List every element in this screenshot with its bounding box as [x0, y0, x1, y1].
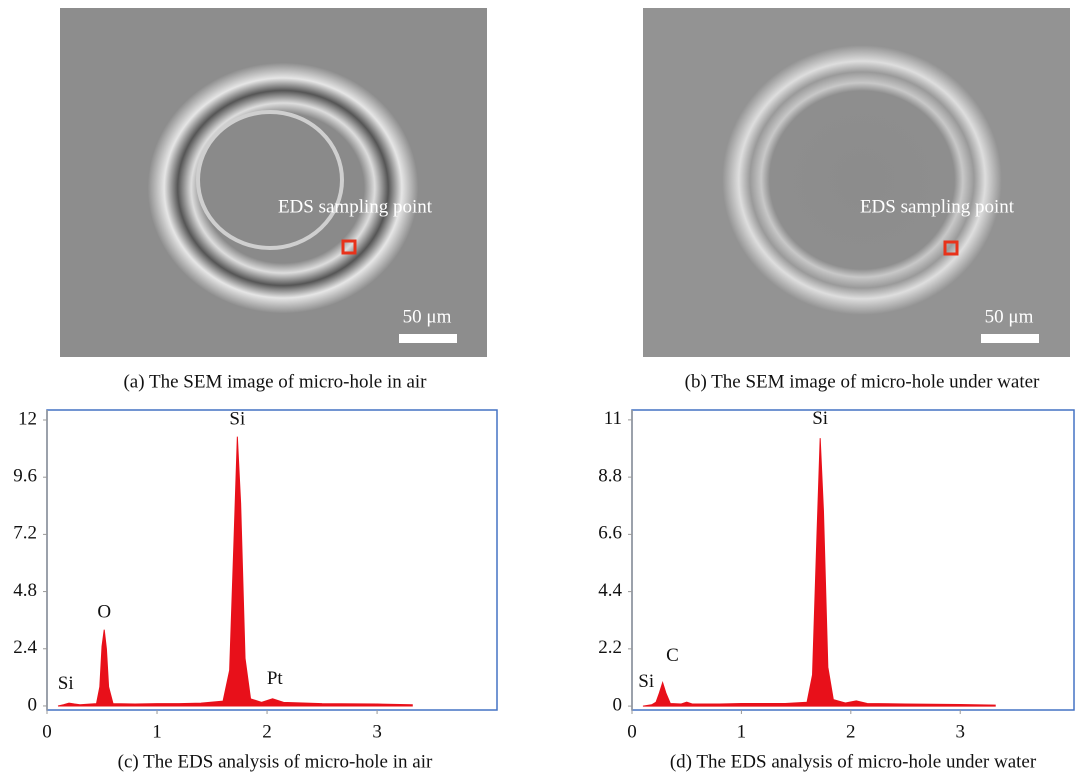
- y-tick-label: 8.8: [598, 465, 622, 486]
- peak-label: Si: [638, 671, 654, 692]
- sampling-label: EDS sampling point: [860, 196, 1015, 217]
- x-tick-label: 0: [42, 721, 52, 742]
- x-tick-label: 1: [152, 721, 162, 742]
- y-tick-label: 4.8: [13, 580, 37, 601]
- y-tick-label: 2.2: [598, 637, 622, 658]
- x-tick-label: 2: [262, 721, 272, 742]
- sampling-point: [341, 239, 357, 255]
- scale-label: 50 μm: [985, 306, 1034, 327]
- peak-label: Si: [229, 408, 245, 429]
- peak-label: Si: [812, 408, 828, 429]
- y-tick-label: 7.2: [13, 523, 37, 544]
- x-tick-label: 3: [955, 721, 965, 742]
- caption: (c) The EDS analysis of micro-hole in ai…: [118, 751, 433, 772]
- micro-hole: [722, 45, 1002, 315]
- caption: (a) The SEM image of micro-hole in air: [123, 371, 427, 392]
- spectrum: [642, 438, 996, 707]
- y-tick-label: 11: [604, 408, 622, 429]
- y-tick-label: 12: [18, 408, 37, 429]
- y-tick-label: 0: [613, 694, 623, 715]
- scale-label: 50 μm: [403, 306, 452, 327]
- plot-frame: [46, 409, 498, 711]
- peak-label: C: [666, 645, 679, 666]
- caption: (b) The SEM image of micro-hole under wa…: [685, 371, 1040, 392]
- y-tick-label: 2.4: [13, 637, 37, 658]
- hole-center: [196, 110, 344, 250]
- plot-frame: [631, 409, 1075, 711]
- caption: (d) The EDS analysis of micro-hole under…: [670, 751, 1037, 772]
- peak-label: Si: [58, 673, 74, 694]
- spectrum: [57, 436, 413, 707]
- scale-bar: [981, 334, 1039, 343]
- scale-bar: [399, 334, 457, 343]
- x-tick-label: 1: [737, 721, 747, 742]
- y-tick-label: 6.6: [598, 523, 622, 544]
- sampling-point: [943, 240, 959, 256]
- y-tick-label: 4.4: [598, 580, 622, 601]
- peak-label: Pt: [267, 668, 284, 689]
- y-tick-label: 0: [28, 694, 38, 715]
- y-tick-label: 9.6: [13, 466, 37, 487]
- x-tick-label: 0: [627, 721, 637, 742]
- peak-label: O: [97, 601, 111, 622]
- x-tick-label: 2: [846, 721, 856, 742]
- x-tick-label: 3: [372, 721, 382, 742]
- sampling-label: EDS sampling point: [278, 196, 433, 217]
